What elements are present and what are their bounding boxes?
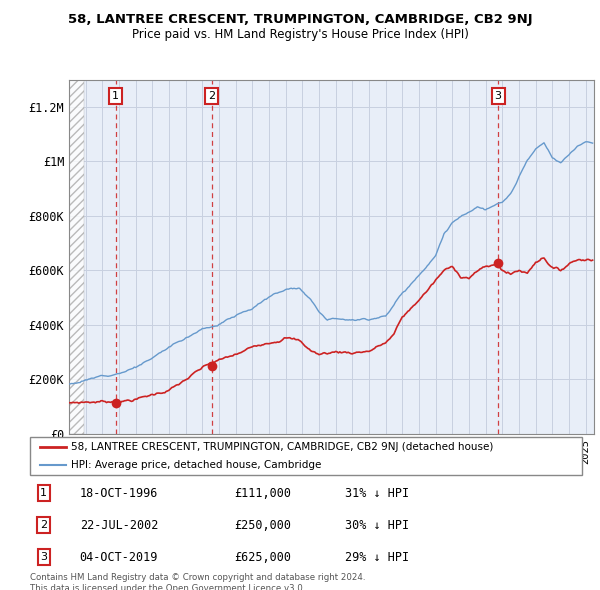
Text: 2: 2 (40, 520, 47, 530)
Bar (69, 80, 84, 434)
Text: 58, LANTREE CRESCENT, TRUMPINGTON, CAMBRIDGE, CB2 9NJ: 58, LANTREE CRESCENT, TRUMPINGTON, CAMBR… (68, 13, 532, 26)
Text: 22-JUL-2002: 22-JUL-2002 (80, 519, 158, 532)
Text: HPI: Average price, detached house, Cambridge: HPI: Average price, detached house, Camb… (71, 460, 322, 470)
Text: £250,000: £250,000 (234, 519, 291, 532)
Text: 2: 2 (208, 91, 215, 101)
Text: 3: 3 (40, 552, 47, 562)
Text: 58, LANTREE CRESCENT, TRUMPINGTON, CAMBRIDGE, CB2 9NJ (detached house): 58, LANTREE CRESCENT, TRUMPINGTON, CAMBR… (71, 442, 494, 452)
Text: 30% ↓ HPI: 30% ↓ HPI (344, 519, 409, 532)
Text: 1: 1 (112, 91, 119, 101)
Text: 04-OCT-2019: 04-OCT-2019 (80, 550, 158, 563)
Text: Price paid vs. HM Land Registry's House Price Index (HPI): Price paid vs. HM Land Registry's House … (131, 28, 469, 41)
FancyBboxPatch shape (30, 437, 582, 475)
Text: £625,000: £625,000 (234, 550, 291, 563)
Text: £111,000: £111,000 (234, 487, 291, 500)
Text: 3: 3 (494, 91, 502, 101)
Text: 29% ↓ HPI: 29% ↓ HPI (344, 550, 409, 563)
Text: 31% ↓ HPI: 31% ↓ HPI (344, 487, 409, 500)
Text: Contains HM Land Registry data © Crown copyright and database right 2024.
This d: Contains HM Land Registry data © Crown c… (30, 573, 365, 590)
Text: 1: 1 (40, 488, 47, 498)
Text: 18-OCT-1996: 18-OCT-1996 (80, 487, 158, 500)
